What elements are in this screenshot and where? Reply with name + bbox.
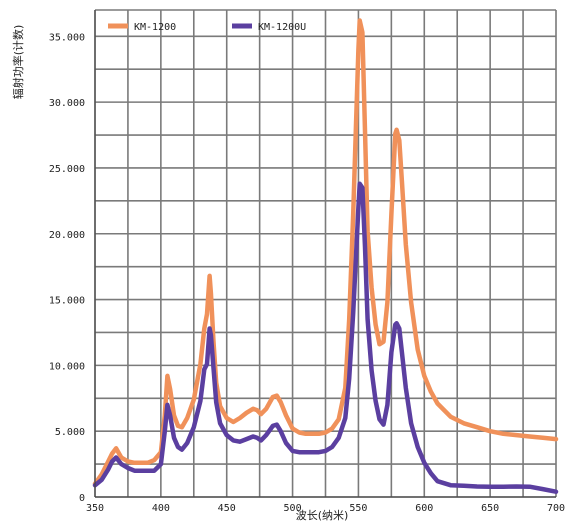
axes: 350 400 450 500 550 600 650 700 0 5.000 10.000 15.0… — [49, 10, 565, 514]
x-tick-label: 650 — [481, 503, 499, 514]
x-axis-title: 波长(纳米) — [296, 509, 349, 522]
y-tick-label: 25.000 — [49, 164, 85, 175]
y-tick-label: 15.000 — [49, 296, 85, 307]
x-tick-label: 600 — [415, 503, 433, 514]
y-tick-label: 20.000 — [49, 230, 85, 241]
x-tick-label: 450 — [218, 503, 236, 514]
x-tick-label: 700 — [547, 503, 565, 514]
x-tick-label: 350 — [86, 503, 104, 514]
y-axis-title: 辐射功率(计数) — [11, 25, 25, 100]
x-tick-label: 550 — [349, 503, 367, 514]
y-tick-label: 35.000 — [49, 32, 85, 43]
legend-label-km-1200u: KM-1200U — [258, 22, 306, 33]
y-tick-label: 0 — [79, 493, 85, 504]
y-tick-label: 10.000 — [49, 361, 85, 372]
y-tick-label: 5.000 — [55, 427, 85, 438]
x-tick-label: 400 — [152, 503, 170, 514]
series-line-km-1200 — [92, 18, 559, 487]
x-tick-label: 500 — [284, 503, 302, 514]
y-tick-label: 30.000 — [49, 98, 85, 109]
legend-label-km-1200: KM-1200 — [134, 22, 176, 33]
legend: KM-1200 KM-1200U — [108, 22, 306, 33]
series-lines — [92, 18, 559, 494]
series-line-km-1200u — [92, 181, 559, 494]
